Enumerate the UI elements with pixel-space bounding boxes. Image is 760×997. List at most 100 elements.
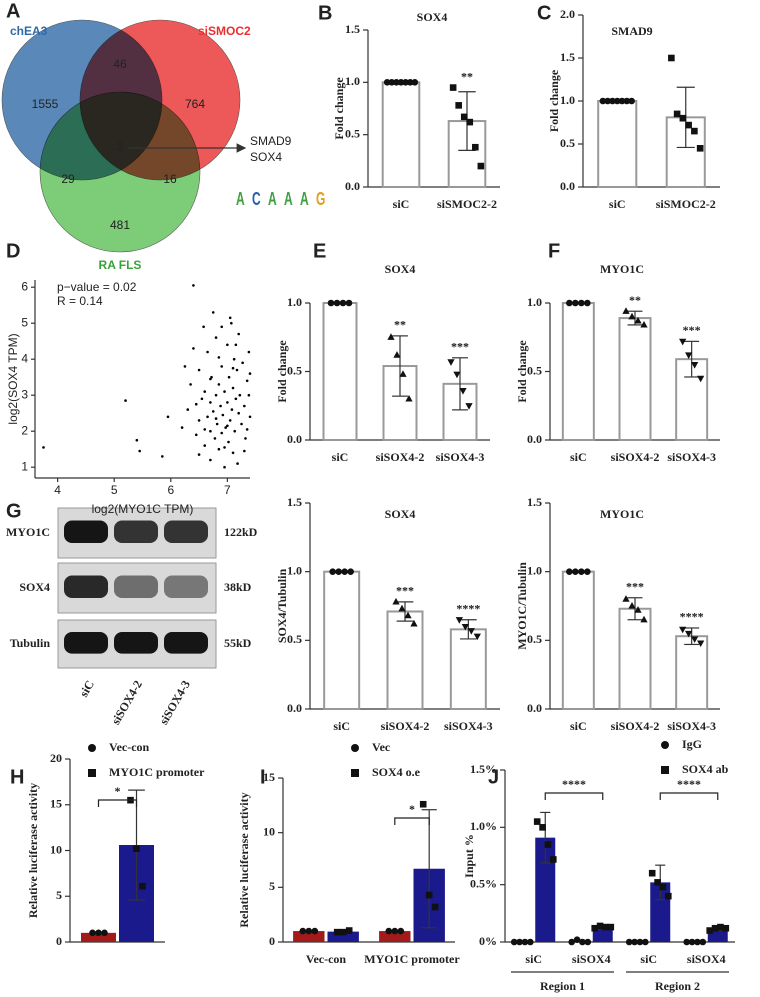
- data-point: [237, 332, 240, 336]
- x-tick-label: siSMOC2-2: [437, 197, 497, 211]
- x-tick-label: siC: [570, 450, 587, 464]
- data-point: [209, 377, 212, 381]
- chart-title: SMAD9: [611, 24, 652, 38]
- legend-marker: [88, 769, 96, 777]
- venn-set-label: chEA3: [10, 24, 48, 38]
- y-tick-label: 1.0: [527, 295, 542, 309]
- data-point: [95, 929, 102, 937]
- data-point: [236, 462, 239, 465]
- data-point: [398, 604, 406, 612]
- data-point: [227, 440, 230, 444]
- data-point: [393, 79, 400, 86]
- y-tick-label: 1.5: [287, 495, 302, 509]
- data-point: [392, 597, 400, 605]
- data-point: [568, 938, 575, 946]
- data-point: [305, 927, 313, 935]
- data-point: [618, 97, 626, 105]
- data-point: [673, 110, 681, 118]
- data-point: [685, 121, 692, 129]
- y-axis-label: Input %: [462, 834, 476, 878]
- y-axis-label: Fold change: [547, 69, 561, 132]
- data-point: [211, 410, 215, 413]
- data-point: [578, 568, 585, 575]
- data-point: [591, 924, 598, 932]
- panel-label: A: [6, 0, 20, 22]
- data-point: [234, 397, 238, 401]
- y-tick-label: 1.0: [560, 93, 575, 107]
- y-tick-label: 0.5: [527, 363, 542, 377]
- data-point: [455, 102, 462, 109]
- data-point: [247, 350, 251, 354]
- significance: ****: [456, 601, 480, 615]
- x-tick-label: Vec-con: [306, 952, 347, 966]
- data-point: [533, 818, 541, 825]
- venn-set-label: siSMOC2: [198, 24, 251, 38]
- significance: ***: [451, 340, 469, 354]
- group-label: Region 1: [540, 979, 585, 993]
- y-tick-label: 5: [56, 888, 62, 902]
- data-point: [539, 824, 546, 831]
- x-tick-label: siSOX4: [687, 952, 726, 966]
- data-point: [327, 299, 335, 307]
- y-axis-label: MYO1C/Tubulin: [515, 562, 529, 650]
- data-point: [139, 882, 146, 890]
- data-point: [706, 927, 713, 934]
- data-point: [665, 892, 672, 900]
- gene-label: SMAD9: [250, 134, 292, 148]
- bar: [535, 837, 556, 942]
- data-point: [215, 422, 219, 426]
- y-tick-label: 0.0: [287, 432, 302, 446]
- data-point: [613, 97, 621, 105]
- venn-count: 481: [110, 218, 130, 232]
- data-point: [688, 938, 696, 946]
- data-point: [214, 393, 218, 397]
- data-point: [691, 636, 699, 643]
- y-axis-label: SOX4/Tubulin: [275, 569, 289, 644]
- motif-letter: C: [252, 189, 261, 209]
- significance: *: [115, 784, 121, 798]
- y-tick-label: 1.0: [287, 563, 302, 577]
- x-tick-label: siSOX4-2: [381, 719, 430, 733]
- x-tick-label: 4: [54, 483, 61, 497]
- significance: **: [629, 293, 641, 307]
- data-point: [425, 891, 433, 899]
- data-point: [383, 79, 391, 86]
- data-point: [596, 922, 604, 930]
- data-point: [214, 417, 218, 420]
- y-tick-label: 1.5: [345, 22, 360, 36]
- data-point: [654, 879, 661, 886]
- data-point: [230, 321, 233, 325]
- data-point: [460, 113, 468, 121]
- lane-label: siC: [77, 678, 97, 699]
- data-point: [226, 343, 229, 347]
- panel-label: C: [537, 2, 551, 24]
- y-tick-label: 20: [50, 751, 62, 765]
- data-point: [203, 428, 207, 431]
- motif-letter: G: [316, 189, 325, 209]
- data-point: [410, 619, 418, 627]
- data-point: [648, 869, 656, 877]
- data-point: [339, 928, 347, 936]
- data-point: [203, 390, 207, 393]
- bar: [323, 570, 361, 711]
- x-tick-label: siSOX4-2: [376, 450, 425, 464]
- data-point: [183, 365, 187, 368]
- data-point: [659, 883, 667, 891]
- data-point: [628, 97, 635, 105]
- chart-title: SOX4: [385, 262, 416, 276]
- data-point: [192, 284, 195, 287]
- bracket: [394, 817, 430, 825]
- legend-label: IgG: [682, 737, 702, 751]
- data-point: [631, 938, 638, 946]
- data-point: [248, 372, 252, 375]
- data-point: [623, 97, 631, 105]
- y-tick-label: 10: [50, 842, 62, 856]
- data-point: [240, 422, 243, 426]
- data-point: [335, 568, 342, 575]
- data-point: [339, 299, 347, 307]
- data-point: [699, 938, 707, 946]
- annotation: p−value = 0.02: [57, 280, 137, 294]
- data-point: [411, 79, 419, 86]
- data-point: [406, 79, 414, 86]
